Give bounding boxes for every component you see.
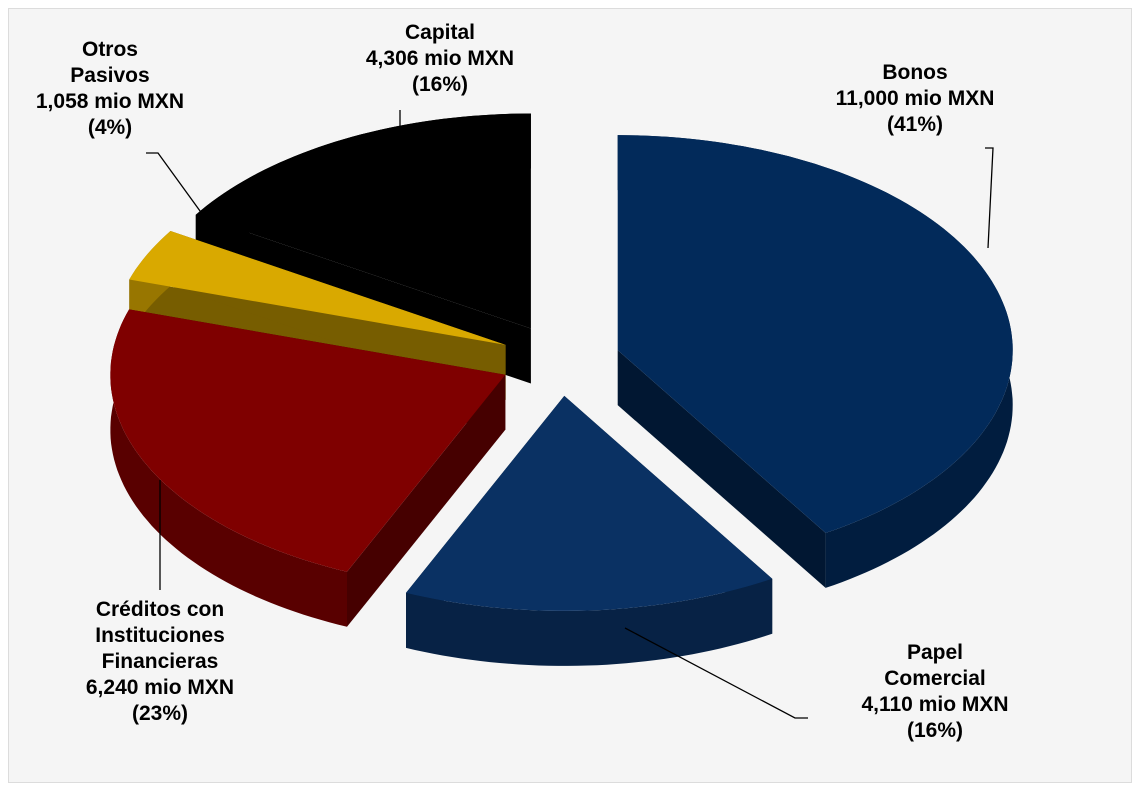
slice bbox=[195, 113, 531, 329]
category-label: Otros Pasivos bbox=[70, 38, 150, 87]
label: Bonos 11,000 mio MXN (41%) bbox=[800, 60, 1030, 138]
value-label: 6,240 mio MXN bbox=[85, 676, 235, 699]
category-label: Capital bbox=[404, 21, 475, 44]
slice-wall bbox=[406, 578, 773, 666]
percent-label: (4%) bbox=[87, 116, 133, 139]
leader-line bbox=[624, 627, 808, 719]
slice bbox=[110, 309, 506, 572]
slice bbox=[617, 135, 1013, 533]
leader-line bbox=[985, 147, 994, 249]
value-label: 11,000 mio MXN bbox=[835, 87, 995, 110]
category-label: Créditos con Instituciones Financieras bbox=[95, 598, 225, 673]
value-label: 1,058 mio MXN bbox=[35, 90, 185, 113]
percent-label: (23%) bbox=[131, 702, 189, 725]
category-label: Papel Comercial bbox=[884, 641, 986, 690]
slice bbox=[129, 231, 506, 345]
leader-line bbox=[146, 152, 209, 223]
percent-label: (16%) bbox=[411, 73, 469, 96]
label: Créditos con Instituciones Financieras 6… bbox=[45, 597, 275, 727]
slice bbox=[406, 395, 773, 611]
tops bbox=[110, 113, 1013, 611]
leader-lines bbox=[146, 110, 994, 719]
percent-label: (41%) bbox=[886, 113, 944, 136]
value-label: 4,306 mio MXN bbox=[365, 47, 515, 70]
slice-side-face bbox=[617, 350, 826, 588]
value-label: 4,110 mio MXN bbox=[861, 693, 1009, 716]
category-label: Bonos bbox=[882, 61, 948, 84]
percent-label: (16%) bbox=[906, 719, 964, 742]
label: Capital 4,306 mio MXN (16%) bbox=[325, 20, 555, 98]
label: Otros Pasivos 1,058 mio MXN (4%) bbox=[0, 37, 220, 141]
label: Papel Comercial 4,110 mio MXN (16%) bbox=[820, 640, 1050, 744]
slice-wall bbox=[110, 309, 348, 627]
slice-side-face bbox=[347, 374, 506, 627]
